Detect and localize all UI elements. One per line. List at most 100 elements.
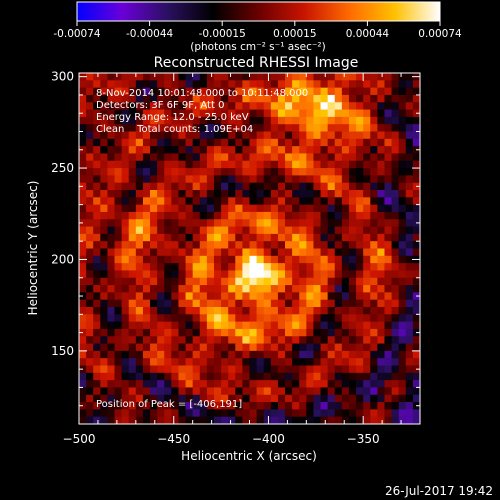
heatmap-cell — [107, 365, 116, 374]
heatmap-cell — [270, 204, 279, 213]
heatmap-cell — [206, 292, 215, 301]
heatmap-cell — [299, 175, 307, 184]
heatmap-cell — [391, 416, 400, 424]
heatmap-cell — [142, 350, 151, 359]
heatmap-cell — [327, 94, 336, 103]
heatmap-cell — [206, 314, 215, 323]
heatmap-cell — [292, 270, 300, 279]
heatmap-cell — [327, 87, 336, 96]
heatmap-cell — [206, 175, 215, 184]
heatmap-cell — [235, 372, 243, 381]
heatmap-cell — [121, 248, 130, 257]
heatmap-cell — [263, 197, 272, 206]
heatmap-cell — [114, 102, 123, 111]
heatmap-cell — [171, 80, 180, 89]
heatmap-cell — [128, 270, 137, 279]
heatmap-cell — [341, 328, 350, 337]
heatmap-cell — [405, 226, 414, 235]
heatmap-cell — [221, 80, 229, 89]
heatmap-cell — [313, 350, 322, 359]
heatmap-cell — [348, 87, 357, 96]
heatmap-cell — [405, 182, 414, 191]
heatmap-cell — [178, 211, 187, 220]
heatmap-cell — [121, 394, 130, 403]
heatmap-cell — [93, 102, 101, 111]
heatmap-cell — [79, 416, 87, 424]
heatmap-cell — [363, 219, 371, 228]
heatmap-cell — [256, 211, 265, 220]
heatmap-cell — [121, 233, 130, 242]
heatmap-cell — [213, 343, 222, 352]
heatmap-cell — [93, 343, 101, 352]
heatmap-cell — [86, 336, 94, 345]
heatmap-cell — [114, 270, 123, 279]
heatmap-cell — [292, 299, 300, 308]
heatmap-cell — [256, 182, 265, 191]
heatmap-cell — [256, 124, 265, 133]
heatmap-cell — [384, 277, 393, 286]
heatmap-cell — [356, 248, 364, 257]
heatmap-cell — [313, 80, 322, 89]
heatmap-cell — [320, 168, 329, 176]
heatmap-cell — [263, 168, 272, 176]
y-tick-label: 300 — [51, 70, 74, 84]
heatmap-cell — [228, 299, 236, 308]
heatmap-cell — [356, 343, 364, 352]
heatmap-cell — [157, 109, 165, 118]
heatmap-cell — [256, 292, 265, 301]
heatmap-cell — [235, 138, 243, 147]
heatmap-cell — [277, 277, 286, 286]
heatmap-cell — [79, 204, 87, 213]
heatmap-cell — [249, 102, 258, 111]
heatmap-cell — [292, 321, 300, 330]
heatmap-cell — [178, 299, 187, 308]
heatmap-cell — [213, 416, 222, 424]
heatmap-cell — [370, 343, 378, 352]
heatmap-cell — [107, 73, 116, 81]
heatmap-cell — [114, 153, 123, 162]
heatmap-cell — [121, 299, 130, 308]
heatmap-cell — [327, 248, 336, 257]
heatmap-cell — [270, 146, 279, 155]
heatmap-cell — [185, 255, 194, 264]
heatmap-cell — [292, 109, 300, 118]
heatmap-cell — [206, 255, 215, 264]
heatmap-cell — [377, 270, 386, 279]
heatmap-cell — [128, 343, 137, 352]
heatmap-cell — [192, 365, 201, 374]
heatmap-cell — [121, 365, 130, 374]
heatmap-cell — [327, 160, 336, 169]
heatmap-cell — [242, 350, 251, 359]
heatmap-cell — [270, 372, 279, 381]
heatmap-cell — [178, 197, 187, 206]
heatmap-cell — [150, 336, 158, 345]
heatmap-cell — [157, 416, 165, 424]
heatmap-cell — [171, 336, 180, 345]
heatmap-cell — [150, 116, 158, 125]
heatmap-cell — [178, 270, 187, 279]
heatmap-cell — [221, 387, 229, 396]
heatmap-cell — [348, 416, 357, 424]
heatmap-cell — [121, 321, 130, 330]
heatmap-cell — [192, 409, 201, 418]
heatmap-cell — [263, 138, 272, 147]
heatmap-cell — [270, 94, 279, 103]
heatmap-cell — [384, 226, 393, 235]
heatmap-cell — [313, 87, 322, 96]
heatmap-cell — [178, 402, 187, 410]
heatmap-cell — [228, 365, 236, 374]
heatmap-cell — [171, 255, 180, 264]
heatmap-cell — [412, 197, 420, 206]
heatmap-cell — [341, 241, 350, 250]
heatmap-cell — [377, 102, 386, 111]
heatmap-cell — [185, 336, 194, 345]
heatmap-cell — [363, 343, 371, 352]
heatmap-cell — [213, 394, 222, 403]
heatmap-cell — [277, 394, 286, 403]
heatmap-cell — [79, 168, 87, 176]
heatmap-cell — [334, 197, 343, 206]
heatmap-cell — [398, 358, 407, 367]
heatmap-cell — [377, 204, 386, 213]
heatmap-cell — [306, 197, 315, 206]
heatmap-cell — [285, 241, 293, 250]
